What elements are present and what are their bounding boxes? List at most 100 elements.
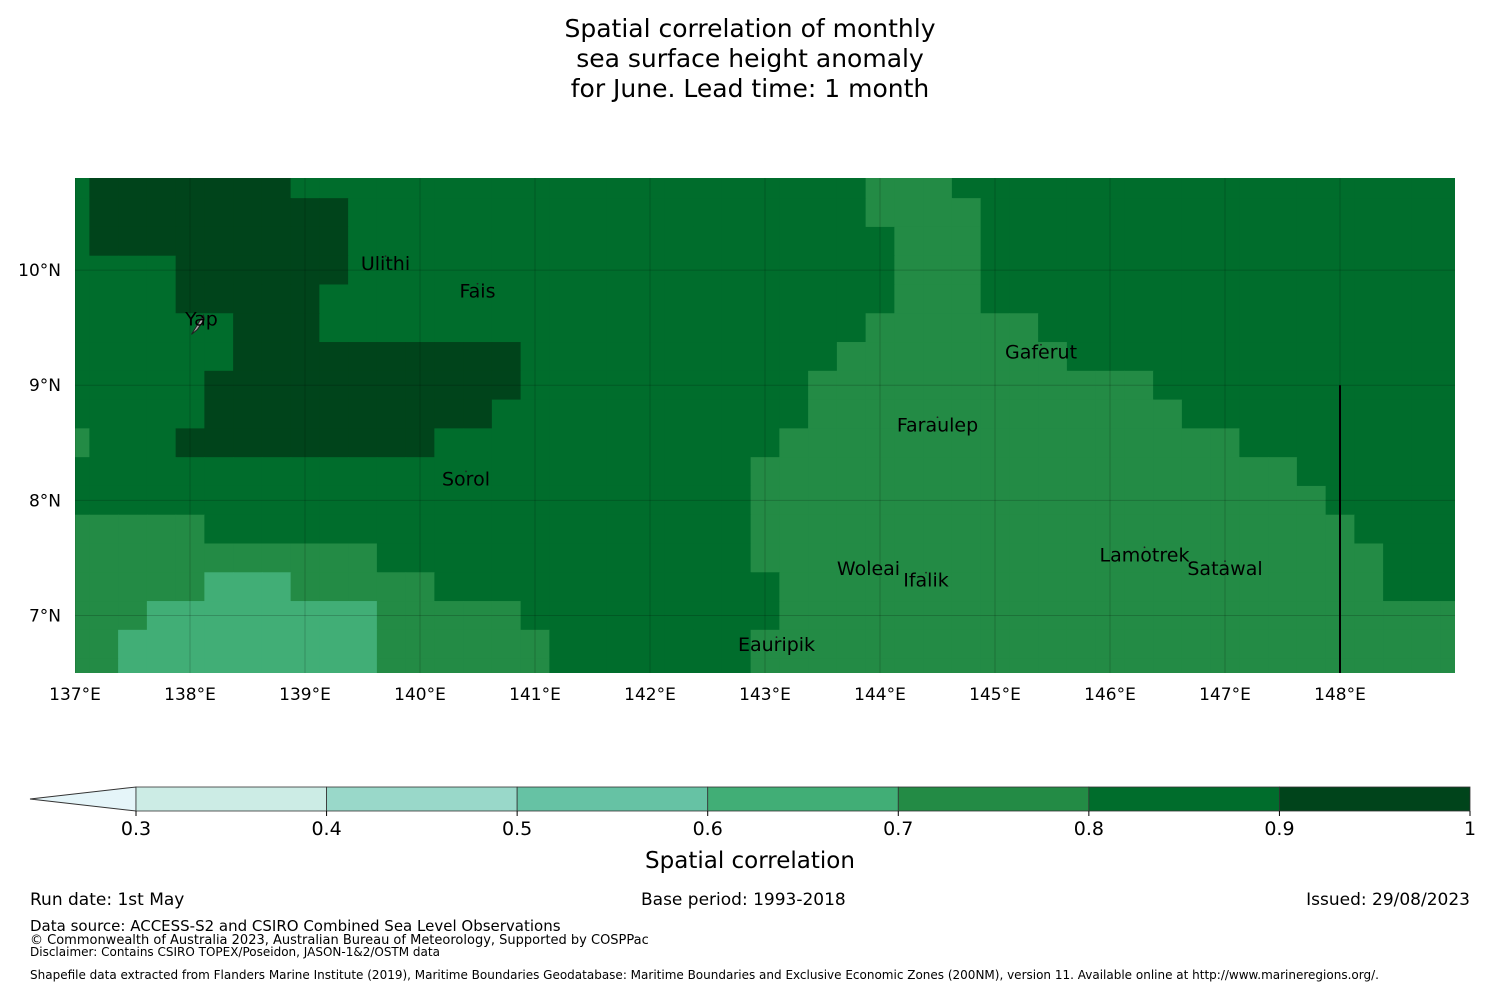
- correlation-cell: [693, 313, 723, 343]
- correlation-cell: [146, 342, 177, 372]
- correlation-cell: [1440, 399, 1455, 429]
- correlation-cell: [980, 284, 1010, 314]
- correlation-cell: [118, 485, 148, 516]
- correlation-cell: [1038, 399, 1068, 429]
- correlation-cell: [1325, 284, 1355, 314]
- correlation-cell: [1440, 255, 1455, 286]
- correlation-cell: [578, 658, 608, 673]
- correlation-cell: [1354, 198, 1384, 228]
- correlation-cell: [951, 428, 982, 458]
- correlation-cell: [1383, 629, 1413, 660]
- correlation-cell: [693, 572, 723, 602]
- correlation-cell: [1268, 629, 1298, 660]
- correlation-cell: [1239, 255, 1269, 286]
- correlation-cell: [463, 658, 493, 673]
- correlation-cell: [1095, 342, 1125, 372]
- correlation-cell: [146, 255, 177, 286]
- correlation-cell: [1066, 601, 1097, 631]
- correlation-cell: [75, 485, 90, 516]
- correlation-cell: [290, 342, 320, 372]
- correlation-cell: [836, 198, 867, 228]
- correlation-cell: [175, 342, 205, 372]
- correlation-cell: [261, 514, 292, 545]
- correlation-cell: [348, 658, 378, 673]
- issued-date: Issued: 29/08/2023: [1306, 890, 1470, 910]
- correlation-cell: [549, 716, 578, 745]
- correlation-cell: [808, 629, 838, 660]
- correlation-cell: [923, 514, 953, 545]
- correlation-cell: [175, 514, 205, 545]
- correlation-cell: [1210, 284, 1240, 314]
- correlation-cell: [1210, 178, 1240, 199]
- correlation-cell: [204, 629, 234, 660]
- correlation-cell: [1296, 370, 1327, 401]
- correlation-cell: [1268, 255, 1298, 286]
- correlation-cell: [290, 284, 320, 314]
- correlation-cell: [750, 342, 780, 372]
- correlation-cell: [376, 601, 407, 631]
- correlation-cell: [865, 629, 895, 660]
- correlation-cell: [1038, 716, 1067, 745]
- title-line-1: Spatial correlation of monthly: [564, 14, 936, 43]
- correlation-cell: [1268, 178, 1298, 199]
- correlation-cell: [89, 313, 119, 343]
- correlation-cell: [578, 399, 608, 429]
- correlation-cell: [1124, 399, 1154, 429]
- correlation-cell: [290, 399, 320, 429]
- correlation-cell: [1411, 428, 1442, 458]
- correlation-cell: [808, 399, 838, 429]
- correlation-cell: [606, 514, 637, 545]
- lon-tick-label: 145°E: [969, 685, 1021, 705]
- correlation-cell: [520, 313, 550, 343]
- correlation-cell: [204, 342, 234, 372]
- correlation-cell: [664, 284, 694, 314]
- correlation-cell: [951, 601, 982, 631]
- correlation-cell: [1440, 284, 1455, 314]
- correlation-cell: [1239, 399, 1269, 429]
- colorbar-tick-label: 0.7: [883, 818, 913, 840]
- correlation-cell: [1297, 716, 1326, 745]
- correlation-cell: [894, 572, 924, 602]
- correlation-cell: [1153, 514, 1183, 545]
- correlation-cell: [923, 399, 953, 429]
- correlation-cell: [1124, 601, 1154, 631]
- correlation-cell: [75, 399, 90, 429]
- correlation-cell: [779, 178, 809, 199]
- correlation-cell: [1124, 428, 1154, 458]
- correlation-cell: [808, 226, 838, 257]
- lon-tick-label: 147°E: [1199, 685, 1251, 705]
- correlation-cell: [779, 428, 809, 458]
- correlation-cell: [1009, 572, 1039, 602]
- correlation-cell: [606, 313, 637, 343]
- correlation-cell: [175, 370, 205, 401]
- correlation-cell: [664, 485, 694, 516]
- correlation-cell: [89, 572, 119, 602]
- correlation-cell: [951, 658, 982, 673]
- correlation-cell: [1095, 514, 1125, 545]
- correlation-cell: [1354, 178, 1384, 199]
- correlation-cell: [606, 399, 637, 429]
- correlation-cell: [491, 255, 522, 286]
- correlation-cell: [894, 226, 924, 257]
- correlation-cell: [1181, 255, 1212, 286]
- correlation-cell: [463, 342, 493, 372]
- correlation-cell: [290, 198, 320, 228]
- correlation-cell: [1354, 428, 1384, 458]
- correlation-cell: [980, 428, 1010, 458]
- correlation-cell: [348, 716, 377, 745]
- correlation-cell: [75, 457, 90, 487]
- correlation-cell: [348, 601, 378, 631]
- correlation-cell: [1095, 572, 1125, 602]
- correlation-cell: [146, 572, 177, 602]
- correlation-cell: [635, 601, 665, 631]
- correlation-cell: [836, 457, 867, 487]
- correlation-cell: [1066, 658, 1097, 673]
- lat-tick-label: 9°N: [29, 376, 61, 396]
- correlation-cell: [1383, 485, 1413, 516]
- correlation-cell: [1153, 399, 1183, 429]
- correlation-cell: [491, 198, 522, 228]
- correlation-cell: [1411, 342, 1442, 372]
- correlation-cell: [204, 255, 234, 286]
- correlation-cell: [923, 226, 953, 257]
- correlation-cell: [1354, 543, 1384, 573]
